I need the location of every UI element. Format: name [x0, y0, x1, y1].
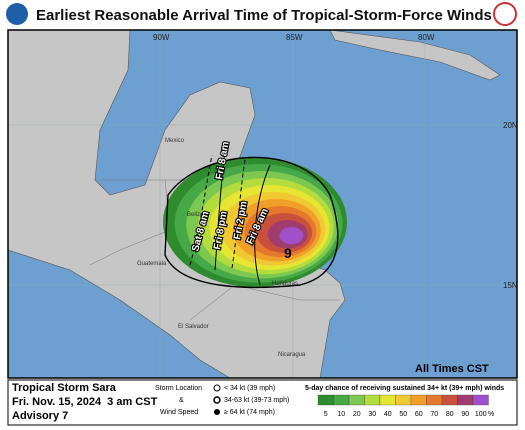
- wind-level: ≥ 64 kt (74 mph): [224, 409, 275, 416]
- scale-swatch: [317, 394, 334, 406]
- scale-swatch: [441, 394, 458, 406]
- lon-label: 90W: [153, 33, 170, 42]
- lon-label: 80W: [418, 33, 435, 42]
- legend-label: &: [179, 397, 184, 404]
- scale-label: 60: [415, 411, 423, 418]
- map-frame: [7, 29, 518, 379]
- storm-symbol: 9: [284, 245, 292, 261]
- nws-logo: [493, 2, 517, 26]
- advisory-number: Advisory 7: [12, 410, 68, 422]
- scale-label: 40: [384, 411, 392, 418]
- storm-icon: [213, 384, 221, 392]
- wind-level: < 34 kt (39 mph): [224, 385, 275, 392]
- map: 9 90W 85W 80W 20N 15N Mexico Belize Guat…: [7, 29, 518, 379]
- scale-label: 100: [475, 411, 487, 418]
- scale-swatch: [426, 394, 443, 406]
- scale-swatch: [472, 394, 489, 406]
- advisory-date: Fri. Nov. 15, 2024 3 am CST: [12, 396, 158, 408]
- title: Earliest Reasonable Arrival Time of Trop…: [36, 7, 492, 24]
- scale-swatch: [395, 394, 412, 406]
- color-scale: 5 10 20 30 40 50 60 70 80 90 100: [317, 394, 489, 418]
- scale-swatch: [333, 394, 350, 406]
- scale-label: 20: [353, 411, 361, 418]
- legend-label: Wind Speed: [160, 409, 198, 416]
- scale-title: 5-day chance of receiving sustained 34+ …: [305, 385, 504, 392]
- scale-label: 5: [324, 411, 328, 418]
- lat-label: 20N: [503, 121, 518, 130]
- cuba: [329, 29, 501, 81]
- scale-label: 80: [446, 411, 454, 418]
- place-label: Belize: [187, 212, 204, 218]
- scale-swatch: [379, 394, 396, 406]
- scale-label: 10: [337, 411, 345, 418]
- scale-label: 90: [461, 411, 469, 418]
- lon-label: 85W: [286, 33, 303, 42]
- legend-label: Storm Location: [155, 385, 202, 392]
- place-label: Honduras: [272, 281, 298, 287]
- wind-level: 34-63 kt (39-73 mph): [224, 397, 289, 404]
- scale-label: 50: [399, 411, 407, 418]
- scale-swatch: [410, 394, 427, 406]
- scale-swatch: [364, 394, 381, 406]
- place-label: Guatemala: [137, 261, 167, 267]
- place-label: Nicaragua: [278, 352, 306, 358]
- place-label: Mexico: [165, 138, 185, 144]
- storm-icon: [214, 409, 220, 415]
- scale-swatch: [348, 394, 365, 406]
- place-label: El Salvador: [178, 324, 209, 330]
- storm-icon: [213, 396, 221, 404]
- noaa-logo: [6, 3, 28, 25]
- footer: Tropical Storm Sara Fri. Nov. 15, 2024 3…: [7, 379, 518, 426]
- storm-name: Tropical Storm Sara: [12, 382, 117, 394]
- scale-unit: %: [488, 411, 494, 418]
- arrival-contours: [164, 149, 339, 289]
- probability-band: [279, 227, 304, 245]
- scale-label: 70: [430, 411, 438, 418]
- scale-swatch: [457, 394, 474, 406]
- scale-label: 30: [368, 411, 376, 418]
- time-note: All Times CST: [415, 363, 489, 375]
- lat-label: 15N: [503, 281, 518, 290]
